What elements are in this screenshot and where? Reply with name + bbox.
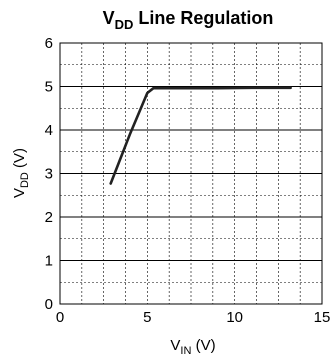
chart-title-subscript: DD bbox=[115, 17, 134, 32]
series-line bbox=[109, 86, 292, 185]
x-axis-label: VIN (V) bbox=[170, 337, 215, 357]
y-tick-label: 3 bbox=[45, 166, 53, 183]
chart-title-main: V bbox=[103, 8, 115, 28]
y-tick-label: 0 bbox=[45, 296, 53, 313]
y-tick-label: 4 bbox=[45, 122, 53, 139]
x-tick-label: 5 bbox=[143, 309, 151, 326]
y-axis-label-main: V bbox=[11, 188, 28, 198]
chart-title: VDD Line Regulation bbox=[103, 8, 274, 32]
grid bbox=[60, 43, 322, 304]
y-tick-label: 1 bbox=[45, 253, 53, 270]
plot-area-border bbox=[59, 42, 323, 305]
tick-labels: 0 5 10 15 0 1 2 3 4 5 6 bbox=[45, 35, 330, 326]
series-layer bbox=[109, 86, 292, 185]
x-tick-label: 0 bbox=[56, 309, 64, 326]
y-axis-label-rest: (V) bbox=[11, 148, 28, 172]
chart-title-rest: Line Regulation bbox=[133, 8, 273, 28]
y-tick-label: 2 bbox=[45, 209, 53, 226]
x-tick-label: 10 bbox=[226, 309, 243, 326]
x-axis-label-main: V bbox=[170, 337, 180, 354]
x-axis-label-subscript: IN bbox=[180, 345, 191, 357]
y-axis-label-subscript: DD bbox=[19, 172, 31, 188]
y-axis-label: VDD (V) bbox=[11, 148, 31, 198]
x-tick-label: 15 bbox=[314, 309, 330, 326]
x-axis-label-rest: (V) bbox=[191, 337, 215, 354]
y-tick-label: 6 bbox=[45, 35, 53, 52]
y-tick-label: 5 bbox=[45, 79, 53, 96]
